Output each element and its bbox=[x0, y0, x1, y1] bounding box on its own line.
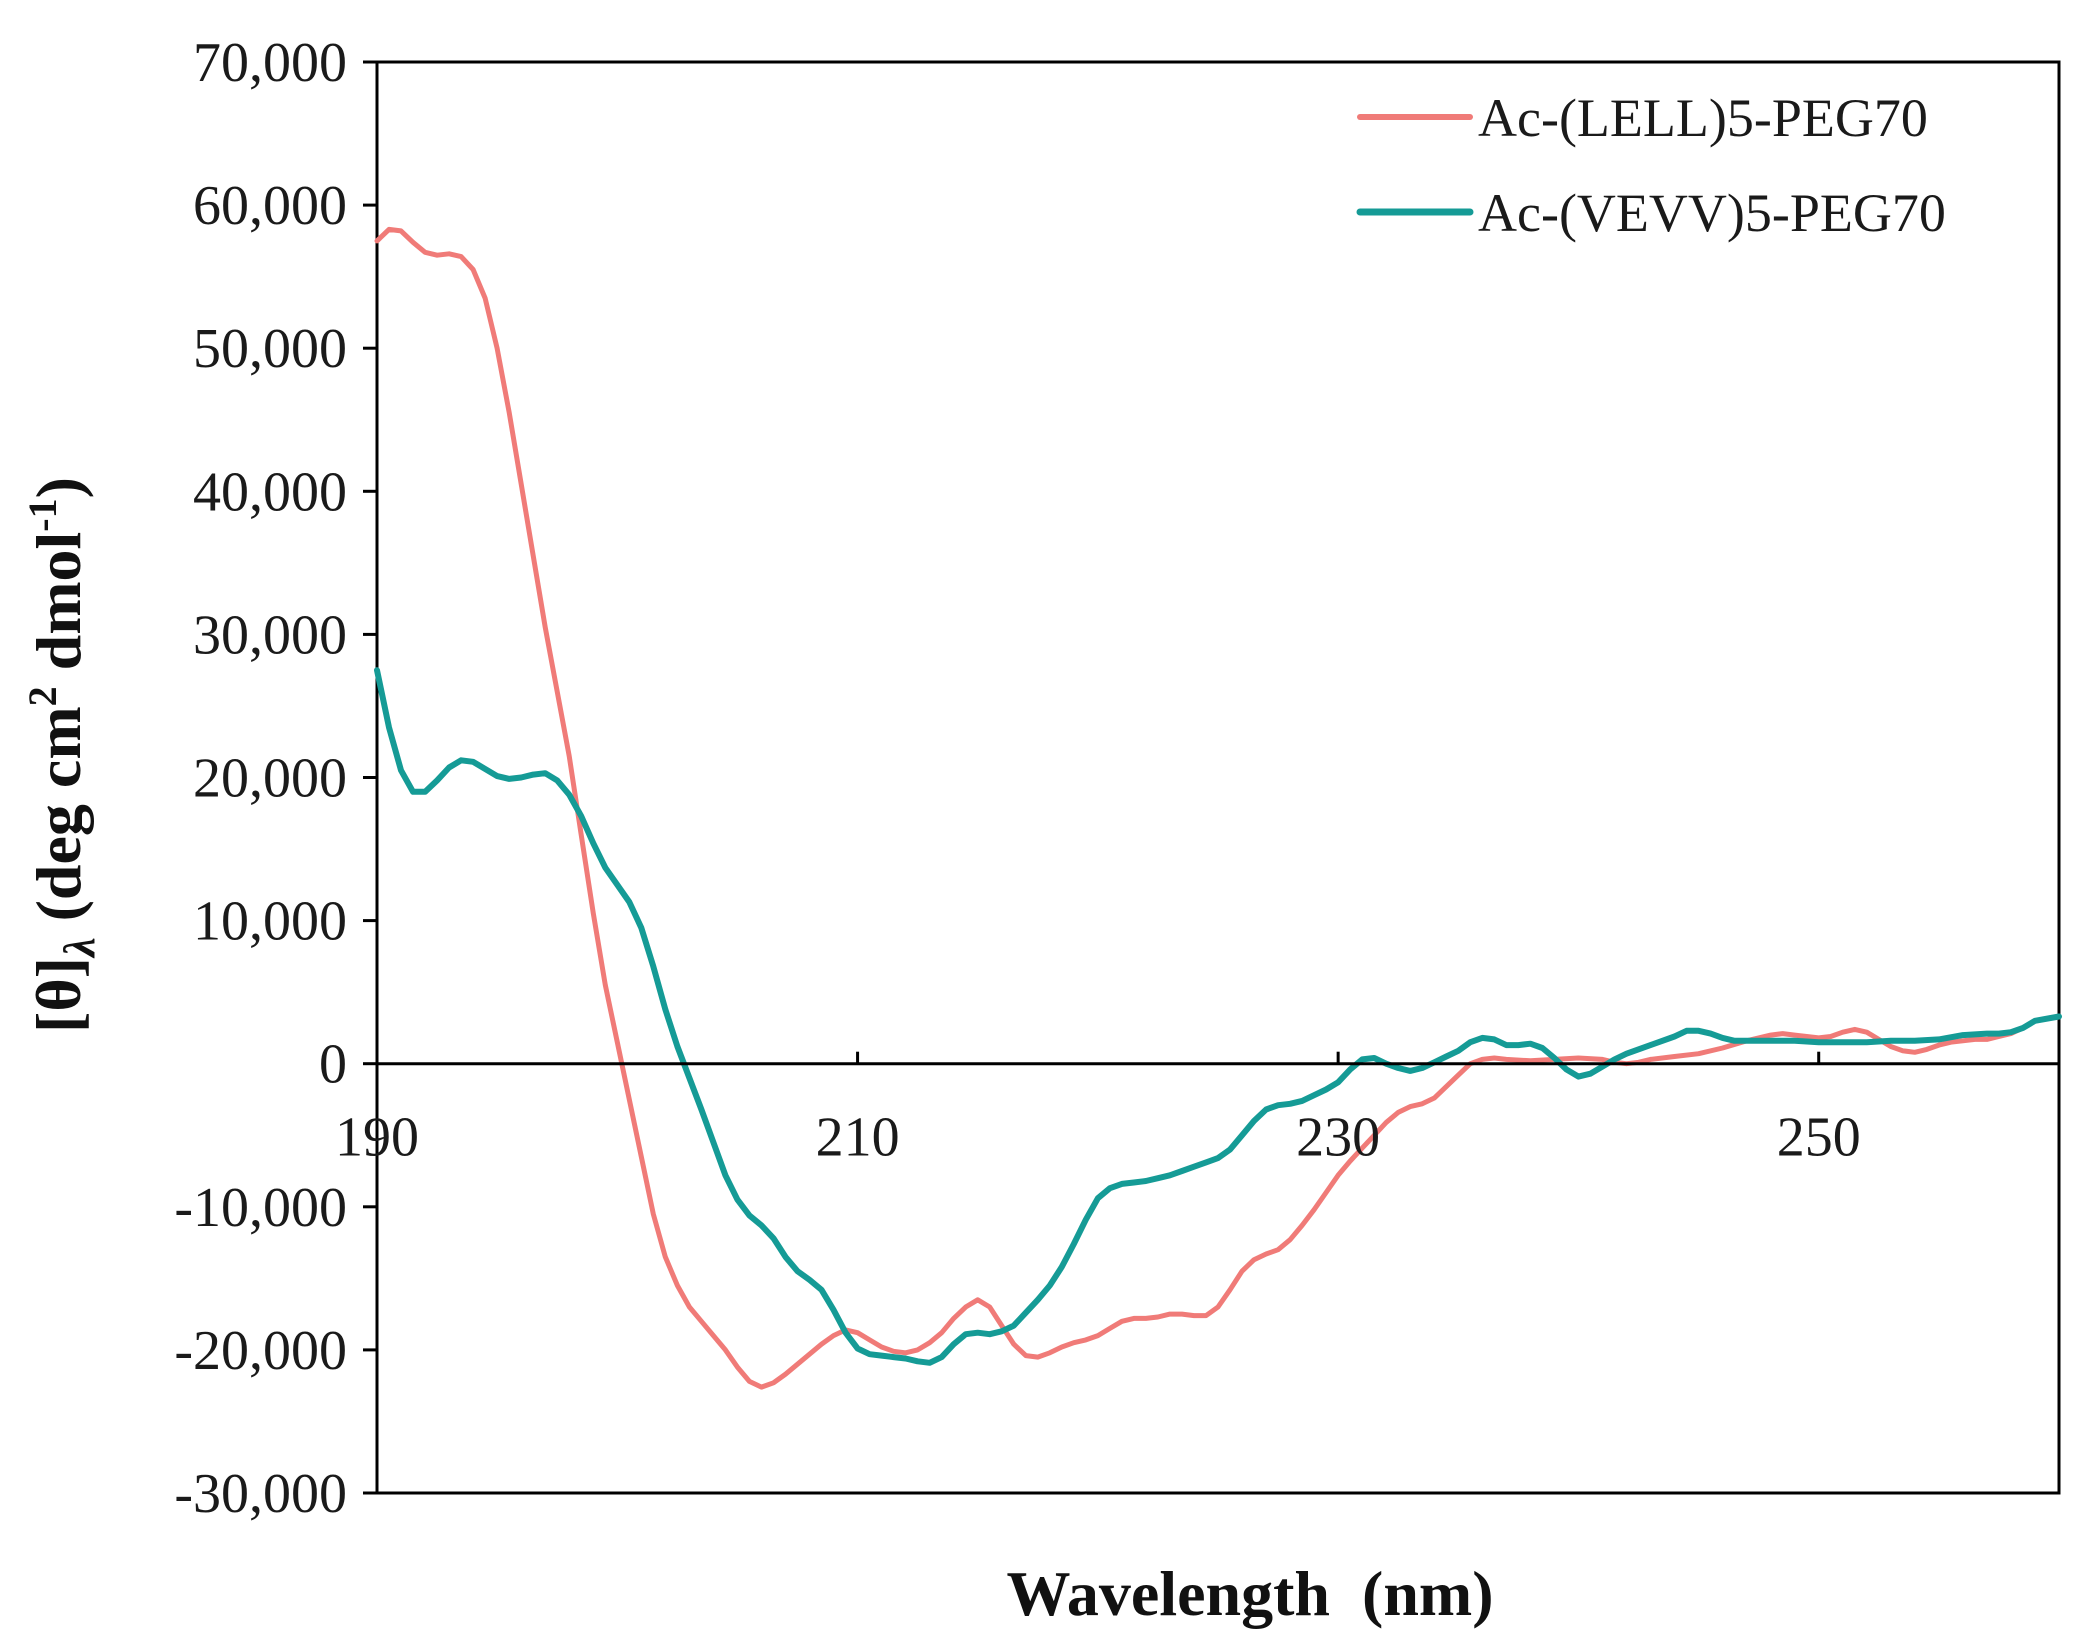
y-tick-label-3: 40,000 bbox=[193, 461, 347, 523]
y-axis-unit-open: (deg cm bbox=[23, 706, 94, 937]
y-tick-label-9: -20,000 bbox=[174, 1320, 347, 1382]
y-tick-label-0: 70,000 bbox=[193, 32, 347, 94]
y-axis-unit-sup2: -1 bbox=[20, 498, 65, 531]
series-line-0 bbox=[374, 226, 2062, 1390]
y-tick-label-4: 30,000 bbox=[193, 604, 347, 666]
axes bbox=[363, 60, 2059, 1495]
y-axis-subscript: λ bbox=[55, 937, 104, 959]
y-axis-unit-mid: dmol bbox=[23, 532, 94, 687]
legend: Ac-(LELL)5-PEG70 Ac-(VEVV)5-PEG70 bbox=[1356, 88, 1946, 243]
x-axis-title: Wavelength (nm) bbox=[1006, 1558, 1493, 1629]
y-tick-label-2: 50,000 bbox=[193, 318, 347, 380]
y-tick-label-1: 60,000 bbox=[193, 175, 347, 237]
y-tick-label-7: 0 bbox=[319, 1034, 347, 1096]
y-axis-title: [θ]λ (deg cm2 dmol-1) bbox=[20, 477, 104, 1033]
y-axis-unit-sup1: 2 bbox=[20, 686, 65, 706]
legend-label-lell: Ac-(LELL)5-PEG70 bbox=[1478, 88, 1928, 148]
tick-labels: 190 210 230 250 70,000 60,000 50,000 40,000 30,0… bbox=[174, 32, 1860, 1525]
y-tick-label-5: 20,000 bbox=[193, 748, 347, 810]
y-tick-label-6: 10,000 bbox=[193, 891, 347, 953]
x-tick-label-1: 210 bbox=[816, 1107, 900, 1169]
x-tick-label-3: 250 bbox=[1777, 1107, 1861, 1169]
y-tick-label-10: -30,000 bbox=[174, 1463, 347, 1525]
series-line-1 bbox=[374, 667, 2062, 1366]
plot-area bbox=[375, 60, 2061, 1495]
x-tick-label-0: 190 bbox=[335, 1107, 419, 1169]
plot-frame bbox=[375, 60, 2061, 1495]
legend-label-vevv: Ac-(VEVV)5-PEG70 bbox=[1478, 183, 1946, 243]
series-lines bbox=[374, 226, 2062, 1390]
y-axis-symbol: [θ] bbox=[23, 957, 94, 1033]
x-tick-label-2: 230 bbox=[1296, 1107, 1380, 1169]
y-tick-label-8: -10,000 bbox=[174, 1177, 347, 1239]
y-axis-unit-close: ) bbox=[23, 477, 94, 498]
